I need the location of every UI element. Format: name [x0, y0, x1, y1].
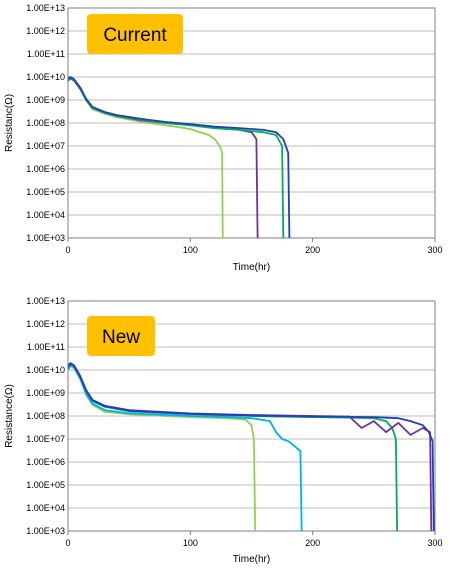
series-line-2: [68, 77, 259, 238]
y-tick-label: 1.00E+07: [26, 141, 65, 151]
x-tick-label: 200: [305, 245, 320, 255]
y-tick-label: 1.00E+10: [26, 365, 65, 375]
x-tick-label: 300: [427, 538, 442, 548]
badge-background: [87, 316, 155, 356]
x-tick-label: 100: [183, 538, 198, 548]
y-tick-label: 1.00E+09: [26, 388, 65, 398]
x-axis-label: Time(hr): [233, 554, 270, 565]
y-tick-label: 1.00E+03: [26, 526, 65, 536]
chart-badge: New: [87, 316, 155, 356]
series-line-4: [68, 362, 433, 531]
y-tick-label: 1.00E+12: [26, 26, 65, 36]
x-tick-label: 100: [183, 245, 198, 255]
y-tick-label: 1.00E+13: [26, 3, 65, 13]
chart-2: 1.00E+03 1.00E+04 1.00E+05 1.00E+06 1.00E+07…: [4, 296, 443, 565]
series-line-3: [68, 76, 285, 238]
y-tick-label: 1.00E+05: [26, 187, 65, 197]
series-line-4: [68, 76, 291, 238]
y-tick-label: 1.00E+08: [26, 118, 65, 128]
series-line-1: [68, 365, 257, 531]
series-line-1: [68, 77, 224, 238]
badge-label: New: [102, 327, 140, 348]
y-tick-label: 1.00E+11: [27, 342, 65, 352]
x-tick-label: 0: [65, 538, 70, 548]
x-tick-label: 0: [65, 245, 70, 255]
badge-label: Current: [103, 25, 167, 46]
chart-1: 1.00E+03 1.00E+04 1.00E+05 1.00E+06 1.00E+07…: [4, 3, 443, 273]
y-tick-label: 1.00E+13: [26, 296, 65, 306]
plot-area: [67, 300, 436, 532]
series-line-5: [68, 362, 435, 531]
y-axis-label: Resistance(Ω): [4, 384, 15, 448]
y-tick-label: 1.00E+10: [26, 72, 65, 82]
x-tick-label: 200: [305, 538, 320, 548]
series-line-3: [68, 363, 398, 531]
y-tick-label: 1.00E+11: [27, 49, 65, 59]
y-tick-label: 1.00E+04: [26, 503, 65, 513]
series-line-2: [68, 364, 303, 531]
chart-badge: Current: [87, 14, 183, 54]
x-tick-label: 300: [427, 245, 442, 255]
y-tick-label: 1.00E+03: [26, 233, 65, 243]
plot-area: [67, 7, 436, 239]
y-tick-label: 1.00E+08: [26, 411, 65, 421]
y-tick-label: 1.00E+12: [26, 319, 65, 329]
x-axis-label: Time(hr): [233, 262, 270, 273]
y-tick-label: 1.00E+04: [26, 210, 65, 220]
y-axis-label: Resistanc(Ω): [4, 94, 15, 152]
y-tick-label: 1.00E+06: [26, 164, 65, 174]
badge-background: [87, 14, 183, 54]
y-tick-label: 1.00E+06: [26, 457, 65, 467]
y-tick-label: 1.00E+09: [26, 95, 65, 105]
y-tick-label: 1.00E+07: [26, 434, 65, 444]
y-tick-label: 1.00E+05: [26, 480, 65, 490]
